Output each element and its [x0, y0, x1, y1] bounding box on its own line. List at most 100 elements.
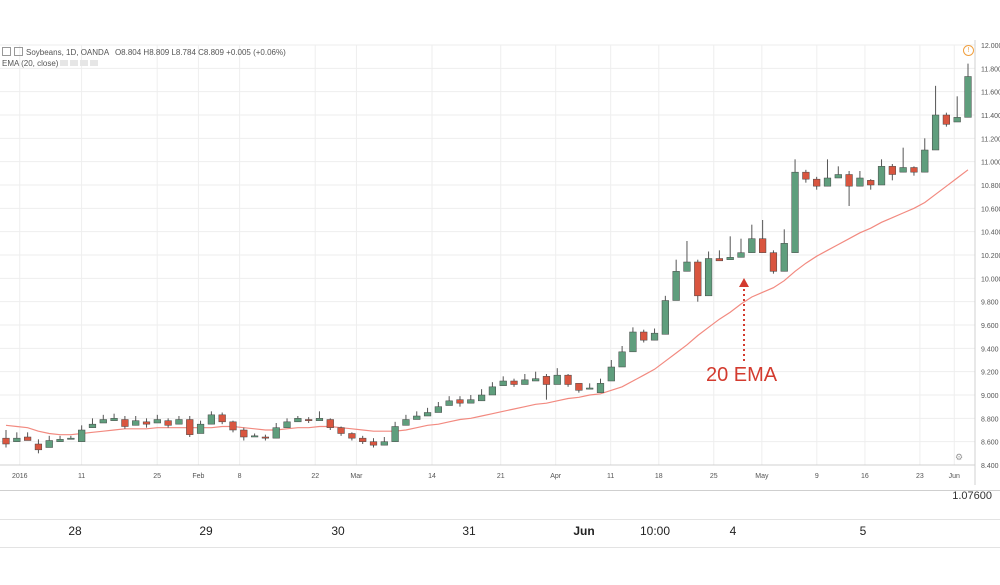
candle	[532, 371, 540, 382]
candle	[413, 411, 421, 420]
candle-body	[953, 117, 961, 123]
x-tick-label: 25	[153, 473, 161, 480]
candle-body	[802, 171, 810, 180]
candle-body	[56, 439, 64, 442]
candle	[445, 396, 453, 406]
x-tick-label: 14	[428, 473, 436, 480]
chart-type-icon[interactable]	[14, 47, 23, 56]
candle-body	[261, 436, 270, 439]
candle	[142, 418, 151, 428]
x-tick-label: Feb	[192, 473, 204, 480]
candle	[488, 382, 497, 396]
y-tick-label: 11.600	[981, 90, 1000, 97]
scale-label-29: 29	[199, 524, 213, 538]
y-tick-label: 9.600	[981, 323, 999, 330]
y-tick-label: 10.800	[981, 183, 1000, 190]
candle-body	[99, 419, 107, 424]
candle	[294, 416, 302, 423]
candle	[759, 220, 767, 253]
candle	[683, 241, 691, 272]
indicator-label: EMA (20, close)	[2, 59, 59, 68]
x-tick-label: 11	[607, 473, 614, 480]
candle-body	[240, 429, 248, 438]
scale-label-30: 30	[331, 524, 345, 538]
candle	[218, 412, 226, 425]
candle	[305, 417, 313, 423]
candle-body	[13, 437, 21, 442]
candle-body	[34, 443, 43, 451]
candle-body	[67, 437, 75, 440]
candle	[34, 439, 43, 454]
candle	[769, 250, 778, 274]
more-icon[interactable]	[90, 60, 99, 66]
candle	[13, 432, 21, 442]
y-tick-label: 10.000	[981, 276, 1000, 283]
y-tick-label: 11.800	[981, 66, 1000, 73]
candle-body	[78, 429, 86, 442]
candle-body	[823, 177, 832, 187]
x-tick-label: Apr	[550, 473, 562, 480]
candle	[834, 166, 842, 179]
scale-label-jun: Jun	[573, 524, 595, 538]
candle-body	[121, 419, 129, 427]
candle-body	[380, 441, 388, 446]
y-tick-label: 9.800	[981, 300, 999, 307]
y-tick-label: 9.000	[981, 393, 999, 400]
candle-body	[294, 418, 302, 423]
candle	[510, 378, 518, 387]
symbol-header[interactable]: Soybeans, 1D, OANDA O8.804 H8.809 L8.784…	[2, 47, 286, 57]
candle	[380, 437, 388, 446]
candle-body	[845, 174, 853, 187]
candle	[207, 411, 215, 425]
outer-time-scale	[0, 490, 1000, 585]
x-tick-label: Jun	[949, 473, 960, 480]
candle-body	[510, 380, 518, 385]
candle	[813, 176, 821, 190]
x-tick-label: 25	[710, 473, 718, 480]
candle	[391, 421, 399, 442]
candle-body	[477, 394, 486, 402]
settings-icon[interactable]	[70, 60, 79, 66]
candle-body	[942, 114, 950, 125]
time-axis[interactable]: 2016 11 25 Feb 8 22 Mar 14 21 Apr 11 18 25 May 9 16 23 Ju…	[0, 464, 975, 480]
x-tick-label: 23	[916, 473, 924, 480]
annotation-arrow	[739, 278, 749, 361]
candle	[867, 179, 875, 190]
candle-body	[251, 435, 259, 438]
candle-body	[348, 433, 356, 439]
candle-body	[467, 399, 475, 404]
candle	[359, 435, 367, 444]
candle	[56, 435, 64, 442]
y-tick-label: 11.400	[981, 113, 1000, 120]
candle-body	[564, 374, 572, 385]
candle	[196, 420, 205, 434]
candle	[164, 418, 172, 428]
y-tick-label: 9.200	[981, 370, 999, 377]
candlestick-chart[interactable]: 12.000 11.800 11.600 11.400 11.200 11.000 10.8…	[0, 40, 1000, 490]
candle-body	[542, 376, 551, 385]
alert-icon[interactable]: !	[963, 45, 974, 56]
candle	[629, 327, 637, 353]
x-tick-label: 18	[655, 473, 663, 480]
indicator-header[interactable]: EMA (20, close)	[2, 59, 99, 68]
candle-body	[24, 436, 32, 441]
y-tick-label: 8.400	[981, 463, 999, 470]
candle-body	[369, 441, 378, 446]
collapse-icon[interactable]	[2, 47, 11, 56]
candle-body	[305, 419, 313, 421]
candle-body	[445, 400, 453, 406]
candle-body	[488, 386, 497, 396]
price-axis[interactable]: 12.000 11.800 11.600 11.400 11.200 11.000 10.8…	[974, 40, 1000, 485]
candle	[67, 435, 75, 440]
candle	[596, 378, 605, 393]
candle-body	[153, 419, 161, 424]
candle-body	[964, 76, 972, 118]
candle-body	[402, 419, 410, 426]
x-tick-label: 11	[78, 473, 85, 480]
close-icon[interactable]	[80, 60, 89, 66]
candle	[283, 418, 291, 428]
candle-body	[326, 419, 334, 428]
gear-icon[interactable]: ⚙	[955, 452, 964, 462]
eye-icon[interactable]	[60, 60, 69, 66]
